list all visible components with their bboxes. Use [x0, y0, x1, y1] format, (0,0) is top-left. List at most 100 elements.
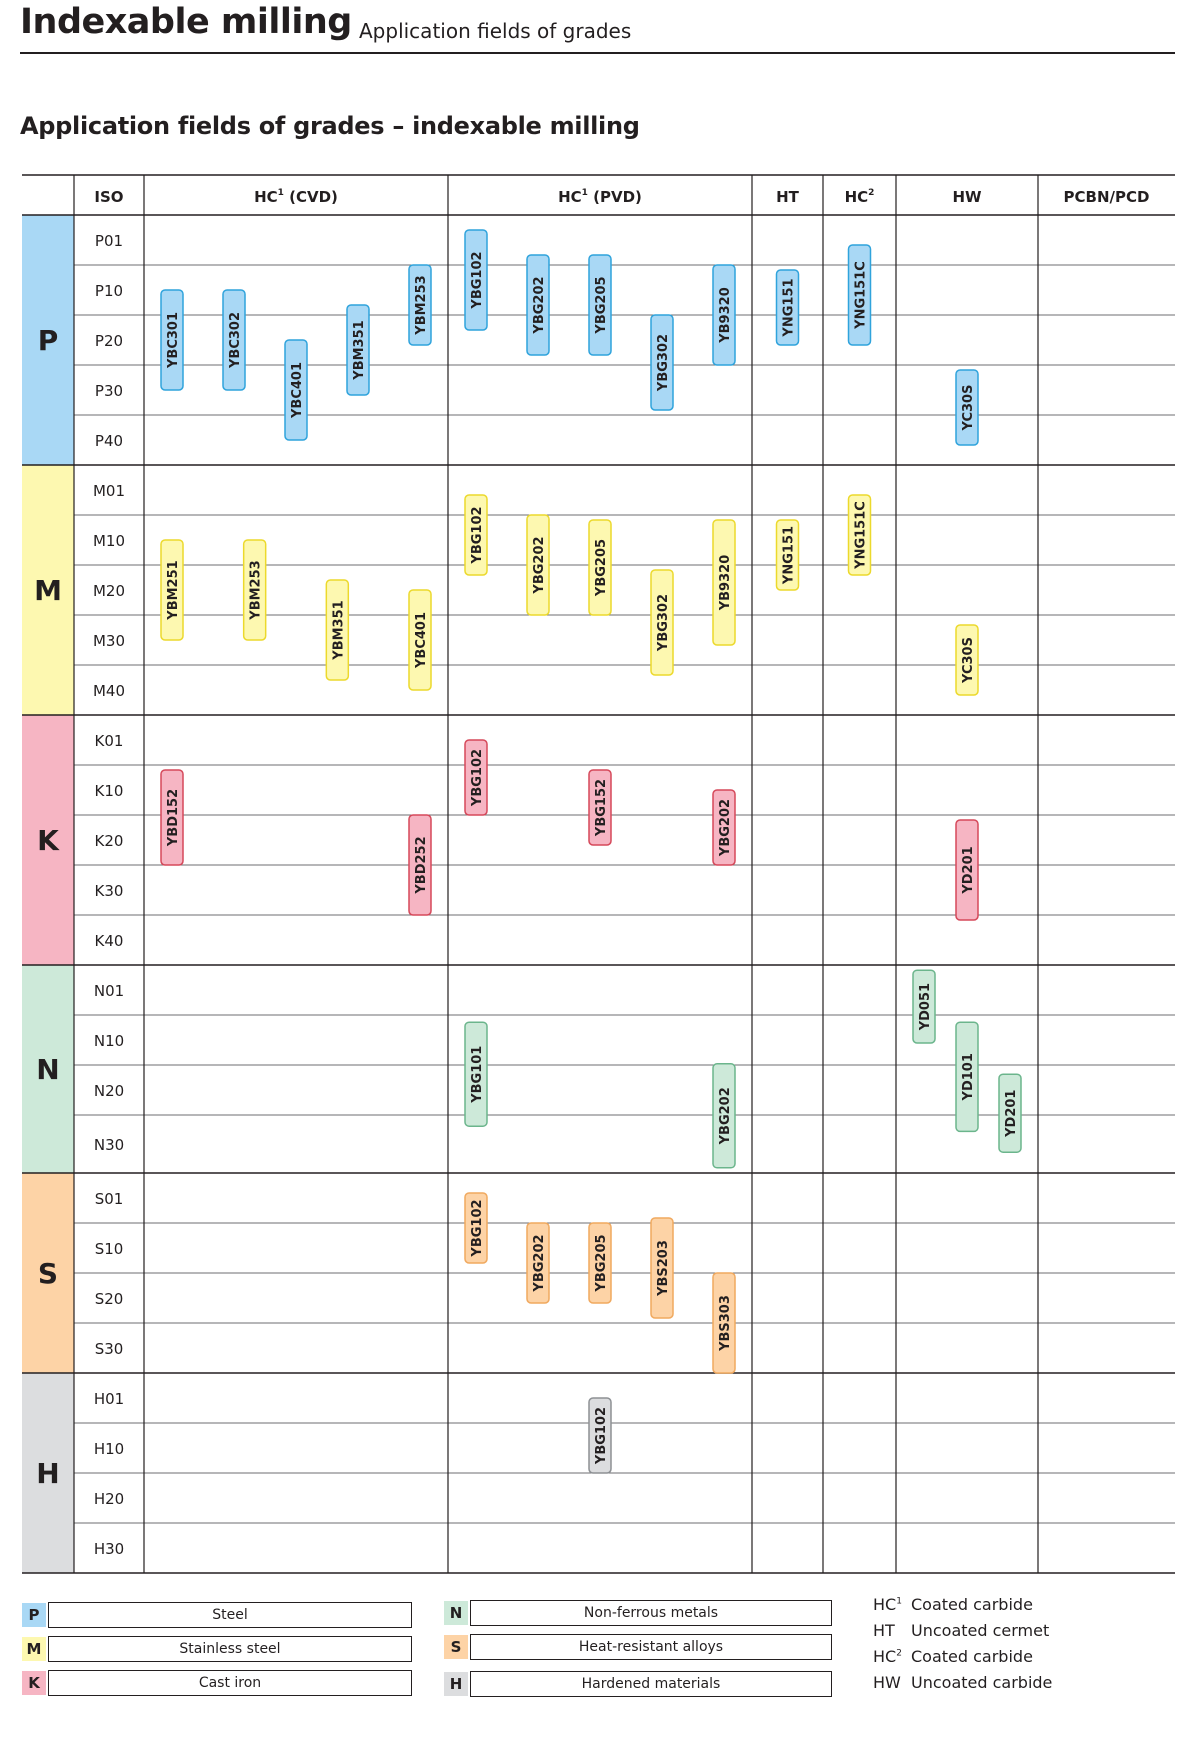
grade-bar [712, 789, 736, 866]
grade-label: YBM253 [249, 560, 264, 620]
grade-label: YBG202 [718, 1087, 733, 1145]
definition-text: Uncoated cermet [911, 1621, 1050, 1640]
legend-swatch-s: S [444, 1635, 468, 1659]
grade-bar [712, 1063, 736, 1169]
grade-label: YBG202 [718, 799, 733, 857]
grade-bar [588, 769, 612, 846]
grade-bar [775, 269, 800, 346]
column-header: HT [776, 188, 800, 206]
grade-bar [222, 289, 246, 391]
column-header: HW [952, 188, 982, 206]
group-letter-n: N [36, 1053, 59, 1086]
grade-bar [955, 369, 979, 446]
group-band-n [22, 965, 74, 1173]
grade-label: YBM251 [166, 560, 181, 620]
definition-item: HW Uncoated carbide [873, 1673, 1052, 1692]
row-label: P10 [95, 282, 123, 300]
row-label: N01 [94, 982, 124, 1000]
grade-bar [712, 1272, 736, 1374]
grade-label: YBM351 [331, 600, 346, 660]
group-band-k [22, 715, 74, 965]
grade-label: YBG102 [470, 749, 485, 807]
grade-label: YBG302 [656, 334, 671, 392]
row-label: S01 [95, 1190, 124, 1208]
row-label: K30 [95, 882, 124, 900]
grade-label: YBG102 [470, 251, 485, 309]
row-label: K40 [95, 932, 124, 950]
grade-label: YC30S [961, 385, 976, 432]
grade-bar [408, 264, 432, 346]
row-label: M01 [93, 482, 125, 500]
grade-bar [955, 624, 979, 696]
grade-label: YBG101 [470, 1046, 485, 1104]
row-label: S20 [95, 1290, 124, 1308]
grade-bar [847, 244, 872, 346]
grade-label: YBD152 [166, 789, 181, 847]
page-title: Indexable milling [20, 2, 352, 42]
legend-swatch-k: K [22, 1671, 46, 1695]
grade-label: YBG202 [532, 1234, 547, 1292]
grade-label: YBG202 [532, 276, 547, 334]
grade-bar [160, 769, 184, 866]
grade-bar [408, 589, 432, 691]
grade-bar [588, 254, 612, 356]
definition-abbr: HW [873, 1673, 901, 1692]
grade-bar [588, 1222, 612, 1304]
row-label: N20 [94, 1082, 124, 1100]
row-label: P40 [95, 432, 123, 450]
row-label: N30 [94, 1136, 124, 1154]
column-header: HC1 (PVD) [558, 188, 642, 206]
section-title: Application fields of grades – indexable… [20, 112, 640, 140]
grade-label: YNG151 [782, 526, 797, 585]
group-band-h [22, 1373, 74, 1573]
row-label: H30 [94, 1540, 124, 1558]
grade-bar [464, 229, 488, 331]
grade-label: YBG202 [532, 536, 547, 594]
grade-bar [284, 339, 308, 441]
grade-bar [464, 739, 488, 816]
legend-label-p: Steel [48, 1602, 412, 1628]
legend-swatch-n: N [444, 1601, 468, 1625]
grade-label: YBG102 [470, 506, 485, 564]
grade-bar [955, 819, 979, 921]
grade-label: YNG151C [854, 501, 869, 570]
row-label: M30 [93, 632, 125, 650]
definition-text: Coated carbide [911, 1595, 1033, 1614]
row-label: N10 [94, 1032, 124, 1050]
row-label: H01 [94, 1390, 124, 1408]
row-label: H20 [94, 1490, 124, 1508]
legend-label-h: Hardened materials [470, 1671, 832, 1697]
row-label: H10 [94, 1440, 124, 1458]
legend-swatch-p: P [22, 1603, 46, 1627]
grade-label: YB9320 [718, 287, 733, 344]
grade-label: YBC401 [414, 612, 429, 669]
grade-label: YBG152 [594, 779, 609, 837]
grade-label: YBG302 [656, 594, 671, 652]
grade-label: YBG102 [470, 1199, 485, 1257]
row-label: K20 [95, 832, 124, 850]
grade-label: YBS203 [656, 1240, 671, 1297]
group-band-p [22, 215, 74, 465]
definition-item: HC1 Coated carbide [873, 1595, 1033, 1614]
row-label: M40 [93, 682, 125, 700]
page-header: Indexable milling Application fields of … [20, 0, 1175, 54]
grade-label: YBG102 [594, 1407, 609, 1465]
grade-label: YBS303 [718, 1295, 733, 1352]
grade-label: YNG151C [854, 261, 869, 330]
legend-label-n: Non-ferrous metals [470, 1600, 832, 1626]
definition-abbr: HT [873, 1621, 895, 1640]
grade-label: YD201 [1004, 1090, 1019, 1138]
group-letter-s: S [38, 1257, 58, 1290]
grade-bar [650, 1217, 674, 1319]
definition-abbr: HC2 [873, 1647, 902, 1666]
grade-bar [464, 1192, 488, 1264]
legend-label-m: Stainless steel [48, 1636, 412, 1662]
grade-bar [526, 514, 550, 616]
grade-bar [650, 569, 674, 676]
grade-label: YD051 [918, 983, 933, 1031]
group-band-s [22, 1173, 74, 1373]
legend-swatch-m: M [22, 1637, 46, 1661]
iso-header: ISO [94, 188, 123, 206]
grade-bar [526, 1222, 550, 1304]
column-header: PCBN/PCD [1064, 188, 1150, 206]
